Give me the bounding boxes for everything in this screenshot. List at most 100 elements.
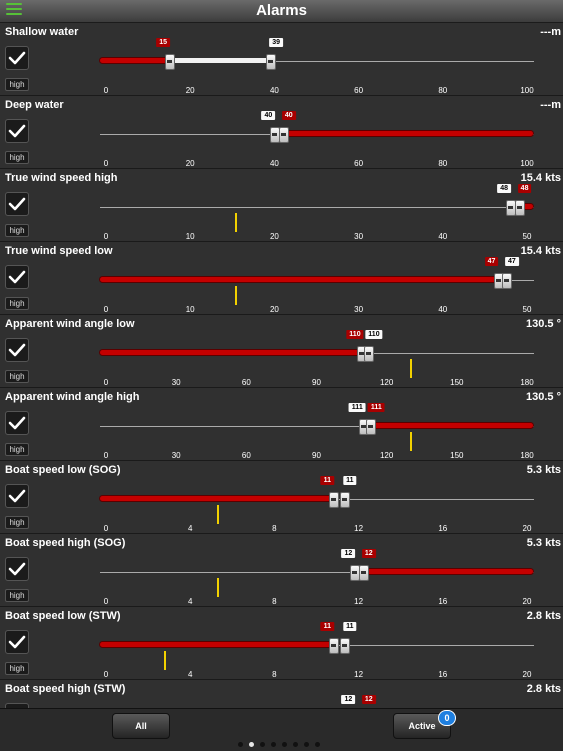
slider-handle-high[interactable] [339,492,350,508]
threshold-label-high: 47 [505,257,519,266]
axis-tick-label: 40 [438,305,448,314]
alarm-mode-button[interactable]: high [5,151,29,164]
axis-tick-label: 20 [522,597,532,606]
alarm-enabled-checkbox[interactable] [5,411,29,435]
alarm-list[interactable]: Shallow water ---m high 15 39 0 20 40 60 80 100 Dee… [0,23,563,708]
alarm-enabled-checkbox[interactable] [5,557,29,581]
alarm-mode-button[interactable]: high [5,589,29,602]
current-value-marker [216,578,219,597]
alarm-mode-button[interactable]: high [5,78,29,91]
alarm-enabled-checkbox[interactable] [5,630,29,654]
threshold-label-low: 111 [348,403,366,412]
axis-tick-label: 0 [103,451,109,460]
slider-track[interactable] [100,207,534,208]
current-value-marker [410,432,413,451]
page-dot[interactable] [293,742,298,747]
slider-track[interactable] [100,426,534,427]
alarm-current-value: 5.3 kts [526,537,561,549]
alarm-row: Boat speed low (SOG) 5.3 kts high 11 11 0 4 8 12… [0,461,563,534]
alarm-title: Apparent wind angle high [5,391,140,403]
alarm-range-bar [370,423,533,428]
alarm-title: Boat speed low (STW) [5,610,121,622]
alarm-mode-button[interactable]: high [5,224,29,237]
slider-track[interactable] [100,61,534,62]
page-indicator[interactable] [0,742,563,750]
alarm-current-value: 2.8 kts [526,610,561,622]
alarm-range-bar [100,496,334,501]
axis-tick-label: 20 [185,86,195,95]
alarm-current-value: ---m [540,26,561,38]
alarm-mode-button[interactable]: high [5,516,29,529]
all-button[interactable]: All [112,713,170,739]
alarm-enabled-checkbox[interactable] [5,338,29,362]
alarm-enabled-checkbox[interactable] [5,46,29,70]
slider-handle-high[interactable] [266,54,277,70]
slider-handle-high[interactable] [501,273,512,289]
threshold-label-low: 11 [320,476,335,485]
slider-handle-low[interactable] [165,54,176,70]
axis-tick-label: 90 [312,451,321,460]
slider-handle-high[interactable] [358,565,369,581]
slider-handle-low[interactable] [329,492,340,508]
page-dot[interactable] [271,742,276,747]
alarm-row: True wind speed high 15.4 kts high 48 48 0 10 2… [0,169,563,242]
alarm-mode-button[interactable]: high [5,443,29,456]
checkmark-icon [8,124,26,138]
alarm-row: Deep water ---m high 40 40 0 20 40 60 80 100 [0,96,563,169]
checkmark-icon [8,343,26,357]
active-count-badge: 0 [438,710,456,726]
slider-handle-low[interactable] [329,638,340,654]
alarm-range-bar [282,131,533,136]
alarm-enabled-checkbox[interactable] [5,265,29,289]
checkmark-icon [8,270,26,284]
axis-tick-label: 12 [354,670,364,679]
menu-icon[interactable] [6,3,22,17]
alarm-title: True wind speed high [5,172,118,184]
page-dot[interactable] [260,742,265,747]
slider-handle-high[interactable] [514,200,525,216]
axis-tick-label: 60 [241,451,251,460]
current-value-marker [234,213,237,232]
page-dot[interactable] [282,742,287,747]
alarm-range-bar [100,58,170,63]
axis-tick-label: 10 [185,232,195,241]
axis-tick-label: 12 [354,524,364,533]
alarm-current-value: 130.5 ° [526,318,561,330]
alarm-mode-button[interactable]: high [5,370,29,383]
alarm-title: Boat speed high (SOG) [5,537,126,549]
axis-tick-label: 20 [522,670,532,679]
axis-tick-label: 50 [522,305,532,314]
axis-tick-label: 30 [354,232,364,241]
threshold-label-high: 111 [367,403,385,412]
axis-tick-label: 100 [520,86,534,95]
slider-handle-high[interactable] [363,346,374,362]
threshold-label-low: 48 [497,184,512,193]
axis-tick-label: 0 [103,159,109,168]
page-dot[interactable] [304,742,309,747]
bottom-bar: All Active 0 [0,708,563,751]
axis-tick-label: 60 [354,86,364,95]
alarm-current-value: 2.8 kts [526,683,561,695]
threshold-label-high: 11 [343,622,357,631]
alarm-enabled-checkbox[interactable] [5,703,29,708]
alarm-range-bar [100,350,361,355]
slider-track[interactable] [100,572,534,573]
alarm-title: Boat speed low (SOG) [5,464,121,476]
alarm-current-value: 15.4 kts [520,172,561,184]
slider-handle-high[interactable] [339,638,350,654]
alarm-enabled-checkbox[interactable] [5,119,29,143]
page-dot[interactable] [315,742,320,747]
page-dot[interactable] [238,742,243,747]
page-dot[interactable] [249,742,254,747]
alarm-enabled-checkbox[interactable] [5,192,29,216]
alarm-title: Apparent wind angle low [5,318,135,330]
alarm-mode-button[interactable]: high [5,662,29,675]
threshold-label-low: 12 [341,695,356,704]
slider-handle-high[interactable] [278,127,289,143]
alarm-mode-button[interactable]: high [5,297,29,310]
axis-tick-label: 4 [187,670,193,679]
threshold-label-high: 11 [343,476,357,485]
alarm-enabled-checkbox[interactable] [5,484,29,508]
slider-handle-high[interactable] [366,419,377,435]
alarm-current-value: 15.4 kts [520,245,561,257]
